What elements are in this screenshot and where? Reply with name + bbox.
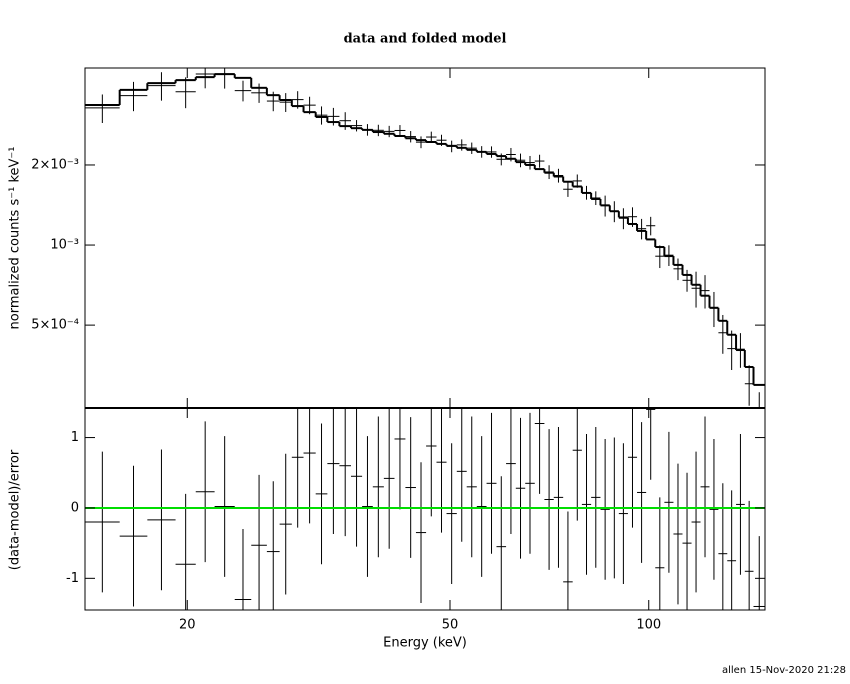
y-tick-label: 0 <box>71 500 79 515</box>
plot-area <box>85 408 765 610</box>
chart-title: data and folded model <box>344 32 507 47</box>
y-tick-label: 5×10⁻⁴ <box>31 318 79 333</box>
x-tick-label: 20 <box>179 618 196 633</box>
x-axis-label: Energy (keV) <box>383 636 467 651</box>
y-tick-label: -1 <box>66 571 79 586</box>
y-axis-label: normalized counts s⁻¹ keV⁻¹ <box>8 147 23 330</box>
y-axis-label: (data-model)/error <box>8 449 23 570</box>
plot-area <box>85 68 765 408</box>
y-tick-label: 1 <box>71 430 79 445</box>
axes: 5×10⁻⁴ 10⁻³ 2×10⁻³ -1 0 1 20 50 100 <box>31 68 765 633</box>
x-tick-label: 100 <box>636 618 661 633</box>
y-tick-label: 2×10⁻³ <box>31 157 79 172</box>
y-tick-label: 10⁻³ <box>50 238 79 253</box>
footer: allen 15-Nov-2020 21:28 <box>722 665 846 676</box>
x-tick-label: 50 <box>442 618 459 633</box>
